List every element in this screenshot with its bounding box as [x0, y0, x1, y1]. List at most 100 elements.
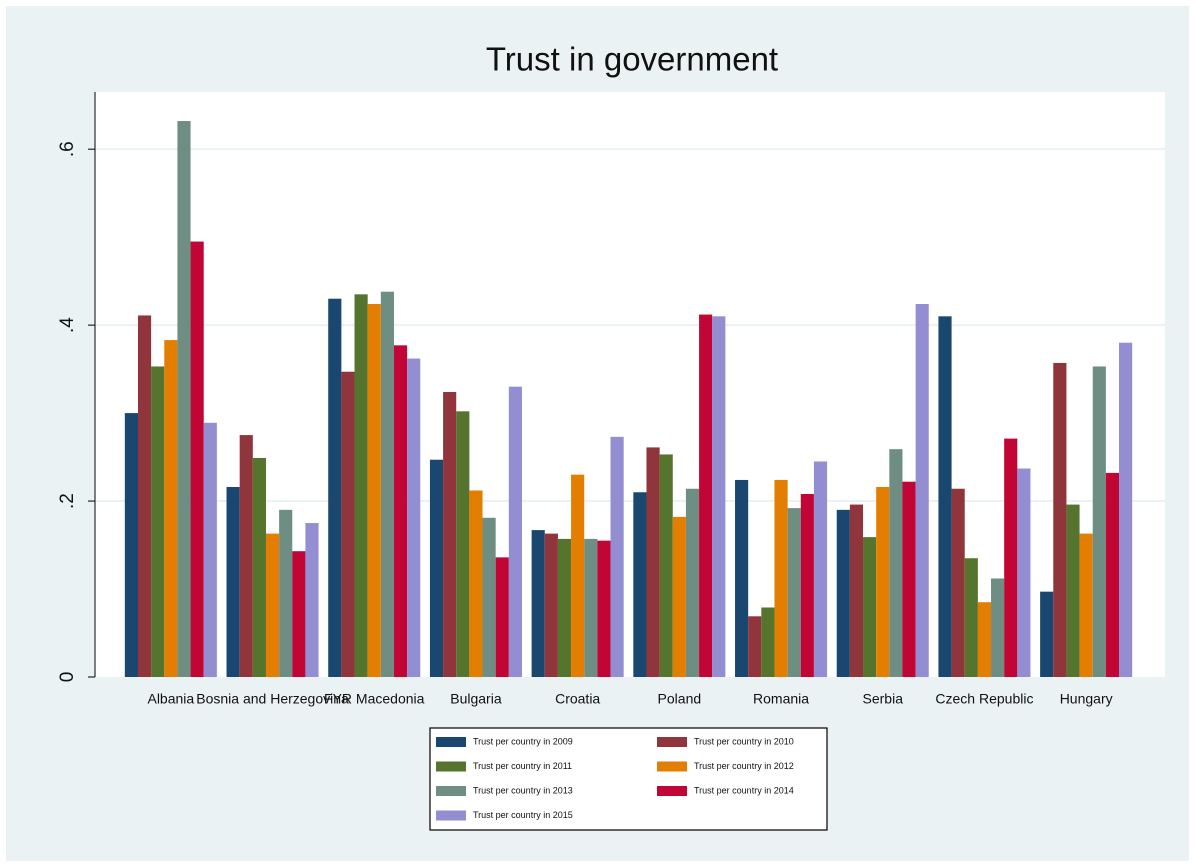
bar	[685, 488, 700, 677]
legend-swatch	[657, 761, 687, 772]
bar	[354, 294, 368, 677]
bar	[1053, 362, 1067, 677]
bar	[341, 371, 355, 677]
bar	[482, 517, 496, 677]
bar	[177, 121, 191, 677]
bar	[836, 509, 850, 677]
legend-label: Trust per country in 2015	[473, 810, 573, 820]
bar	[915, 304, 929, 677]
bar	[292, 551, 306, 677]
bar	[305, 523, 319, 677]
legend-swatch	[657, 786, 687, 796]
x-tick-label: Albania	[147, 691, 194, 707]
bar	[863, 537, 877, 677]
bar	[902, 481, 916, 677]
bar	[151, 366, 165, 677]
x-tick-label: Czech Republic	[935, 691, 1033, 707]
chart-title: Trust in government	[486, 41, 778, 78]
legend-swatch	[436, 810, 466, 821]
legend-label: Trust per country in 2011	[473, 761, 572, 771]
x-tick-label: Croatia	[555, 691, 600, 707]
bar	[380, 291, 394, 677]
x-tick-label: Serbia	[863, 691, 904, 707]
bar	[544, 533, 558, 677]
bar	[1004, 438, 1018, 677]
legend-swatch	[436, 737, 466, 747]
bar	[876, 486, 890, 677]
bar	[633, 492, 647, 677]
bar	[407, 358, 421, 677]
bar	[712, 316, 726, 677]
legend	[429, 727, 828, 831]
bar	[443, 391, 457, 677]
bar	[429, 459, 444, 677]
bar	[124, 413, 138, 677]
bar	[456, 411, 470, 677]
legend-swatch	[436, 761, 466, 772]
bar	[1066, 504, 1080, 677]
bar	[699, 314, 713, 677]
legend-label: Trust per country in 2014	[694, 785, 794, 795]
bar	[646, 447, 660, 677]
bar	[1017, 468, 1031, 677]
bar	[1105, 472, 1120, 677]
bar	[964, 558, 978, 677]
legend-label: Trust per country in 2009	[473, 736, 573, 746]
bar	[190, 241, 204, 677]
bar	[787, 508, 801, 677]
bar	[889, 449, 903, 677]
bar	[265, 533, 280, 677]
bar	[203, 422, 217, 677]
bar	[571, 474, 585, 677]
bar	[328, 298, 342, 677]
y-tick-label: .6	[57, 141, 78, 157]
bar	[495, 557, 509, 677]
bar	[597, 540, 611, 677]
bar	[938, 316, 952, 677]
bar	[226, 486, 240, 677]
x-tick-label: Bulgaria	[450, 691, 502, 707]
bar	[557, 538, 572, 677]
bar	[252, 457, 266, 677]
bar	[508, 386, 522, 677]
bar	[813, 461, 828, 677]
y-tick-label: .2	[57, 493, 78, 509]
y-tick-label: 0	[57, 672, 78, 683]
x-tick-label: Bosnia and Herzegovina	[196, 691, 349, 707]
x-tick-label: Poland	[658, 691, 702, 707]
bar	[735, 479, 749, 677]
bar	[137, 315, 152, 677]
bar	[393, 345, 408, 677]
bar	[531, 530, 545, 677]
legend-label: Trust per country in 2012	[694, 761, 794, 771]
bar	[164, 340, 178, 677]
x-tick-label: Hungary	[1060, 691, 1113, 707]
bar	[239, 435, 253, 677]
legend-label: Trust per country in 2013	[473, 785, 573, 795]
x-tick-label: Romania	[753, 691, 809, 707]
bar	[774, 479, 788, 677]
bar	[1092, 366, 1106, 677]
y-tick-label: .4	[57, 317, 78, 333]
bar	[951, 488, 965, 677]
bar	[584, 538, 598, 677]
bar	[469, 490, 483, 677]
bar	[610, 436, 624, 677]
bar	[367, 304, 381, 677]
legend-swatch	[657, 737, 687, 747]
bar	[748, 616, 762, 677]
bar	[977, 602, 992, 677]
bar	[991, 578, 1005, 677]
bar	[800, 494, 814, 677]
legend-swatch	[436, 786, 466, 796]
legend-label: Trust per country in 2010	[694, 736, 794, 746]
bar	[672, 516, 686, 677]
bar	[279, 509, 293, 677]
bar	[659, 454, 673, 677]
bar	[1079, 533, 1093, 677]
bar	[1040, 591, 1054, 677]
bar	[1119, 342, 1133, 677]
bar	[849, 504, 864, 677]
